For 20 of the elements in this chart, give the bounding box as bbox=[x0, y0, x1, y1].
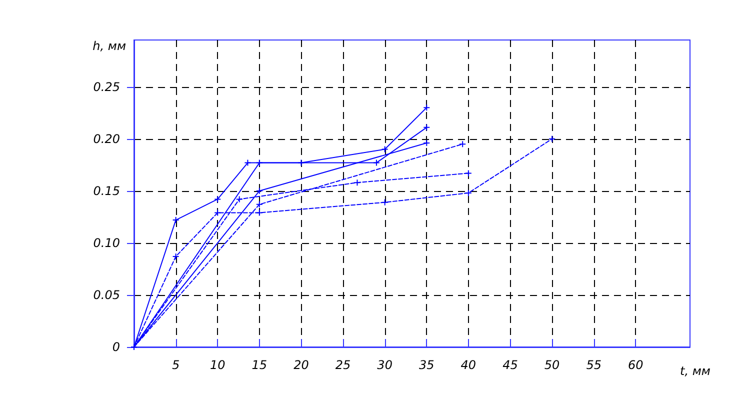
x-tick-label: 10 bbox=[210, 358, 226, 372]
x-tick-label: 50 bbox=[544, 358, 560, 372]
y-tick-label: 0.20 bbox=[93, 132, 120, 146]
x-tick-label: 60 bbox=[628, 358, 644, 372]
x-tick-label: 45 bbox=[502, 358, 518, 372]
y-tick-label: 0.15 bbox=[93, 184, 120, 198]
x-tick-label: 30 bbox=[377, 358, 393, 372]
y-tick-label: 0.25 bbox=[93, 80, 120, 94]
x-tick-label: 15 bbox=[252, 358, 268, 372]
x-tick-label: 40 bbox=[460, 358, 476, 372]
y-axis-title: h, мм bbox=[92, 39, 126, 53]
x-tick-label: 20 bbox=[294, 358, 310, 372]
y-tick-label: 0.10 bbox=[93, 236, 120, 250]
y-tick-label: 0.05 bbox=[93, 288, 120, 302]
x-tick-label: 35 bbox=[418, 358, 434, 372]
x-tick-label: 25 bbox=[335, 358, 351, 372]
y-tick-label: 0 bbox=[112, 340, 120, 354]
x-axis-title: t, мм bbox=[680, 364, 710, 378]
x-tick-label: 5 bbox=[172, 358, 180, 372]
x-tick-label: 55 bbox=[586, 358, 602, 372]
